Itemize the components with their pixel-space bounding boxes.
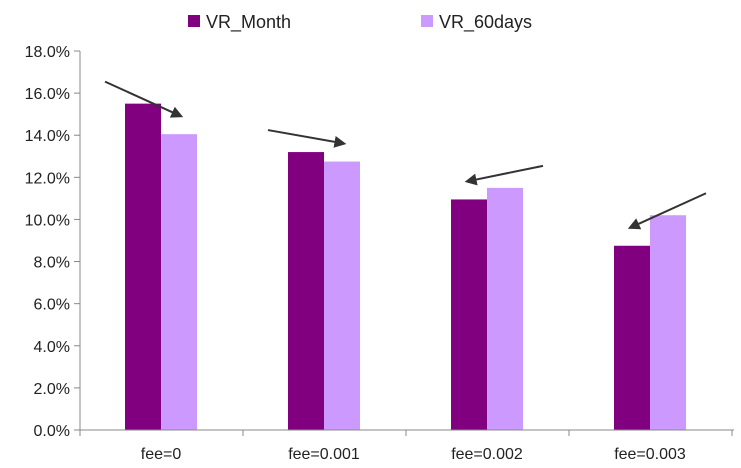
bars (125, 103, 686, 431)
y-tick-label: 10.0% (25, 212, 70, 229)
y-axis: 0.0% 2.0% 4.0% 6.0% 8.0% 10.0% 12.0% 14.0% 16.0%… (25, 44, 81, 440)
annotation-arrow (104, 80, 184, 118)
y-tick-label: 4.0% (34, 339, 70, 356)
bar-vr-month (125, 103, 161, 430)
y-tick-label: 14.0% (25, 128, 70, 145)
bar-vr-month (451, 199, 487, 430)
x-axis: fee=0 fee=0.001 fee=0.002 fee=0.003 (79, 429, 734, 463)
y-tick-label: 12.0% (25, 170, 70, 187)
bar-vr-60days (487, 187, 523, 430)
y-tick-label: 8.0% (34, 255, 70, 272)
bar-vr-60days (650, 215, 686, 430)
annotation-arrow (267, 129, 347, 148)
x-tick-label: fee=0 (141, 446, 182, 463)
x-tick-label: fee=0.001 (288, 446, 360, 463)
y-tick-label: 0.0% (34, 423, 70, 440)
y-tick-label: 18.0% (25, 44, 70, 61)
bar-vr-60days (324, 161, 360, 430)
annotation-arrows (104, 80, 707, 230)
legend: VR_Month VR_60days (188, 12, 532, 33)
x-tick-label: fee=0.003 (614, 446, 686, 463)
legend-label: VR_60days (439, 12, 532, 33)
bar-vr-month (288, 152, 324, 431)
bar-vr-month (614, 245, 650, 430)
legend-swatch (421, 15, 433, 27)
y-tick-label: 2.0% (34, 381, 70, 398)
bar-vr-60days (161, 134, 197, 431)
y-tick-label: 6.0% (34, 297, 70, 314)
legend-swatch (188, 15, 200, 27)
legend-label: VR_Month (206, 12, 291, 33)
x-tick-label: fee=0.002 (451, 446, 523, 463)
annotation-arrow (464, 164, 544, 186)
annotation-arrow (627, 192, 707, 230)
y-tick-label: 16.0% (25, 86, 70, 103)
